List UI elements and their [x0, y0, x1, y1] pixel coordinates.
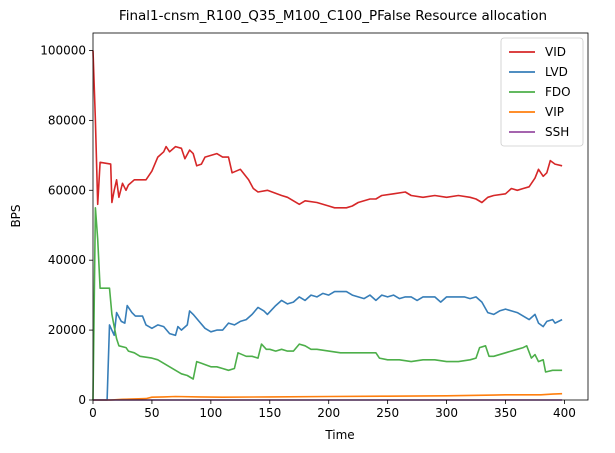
- series-line-fdo: [92, 207, 563, 401]
- legend-label-ssh: SSH: [545, 125, 569, 139]
- x-tick-label: 400: [553, 406, 576, 420]
- x-axis: 0 50 100 150 200 250 300 350 400: [89, 400, 576, 420]
- y-tick-label: 40000: [48, 253, 86, 267]
- series-layer: [92, 50, 563, 401]
- y-tick-label: 80000: [48, 113, 86, 127]
- y-tick-label: 60000: [48, 183, 86, 197]
- series-line-lvd: [93, 290, 563, 401]
- legend-box: [500, 37, 584, 147]
- y-tick-label: 100000: [40, 43, 86, 57]
- legend: VID LVD FDO VIP SSH: [500, 37, 584, 147]
- legend-label-vip: VIP: [545, 105, 564, 119]
- legend-label-lvd: LVD: [545, 65, 568, 79]
- x-tick-label: 350: [494, 406, 517, 420]
- legend-label-fdo: FDO: [545, 85, 571, 99]
- series-line-vip: [93, 392, 563, 401]
- series-line-vid: [92, 50, 563, 209]
- legend-label-vid: VID: [545, 45, 566, 59]
- x-tick-label: 50: [144, 406, 159, 420]
- y-axis-label: BPS: [9, 204, 23, 227]
- x-axis-label: Time: [324, 428, 354, 442]
- x-tick-label: 100: [199, 406, 222, 420]
- y-axis: 0 20000 40000 60000 80000 100000: [40, 43, 93, 407]
- chart-title: Final1-cnsm_R100_Q35_M100_C100_PFalse Re…: [119, 8, 547, 24]
- plot-frame: [92, 32, 589, 401]
- x-tick-label: 200: [317, 406, 340, 420]
- x-tick-label: 250: [376, 406, 399, 420]
- x-tick-label: 300: [435, 406, 458, 420]
- x-tick-label: 150: [258, 406, 281, 420]
- x-tick-label: 0: [89, 406, 97, 420]
- y-tick-label: 0: [78, 393, 86, 407]
- y-tick-label: 20000: [48, 323, 86, 337]
